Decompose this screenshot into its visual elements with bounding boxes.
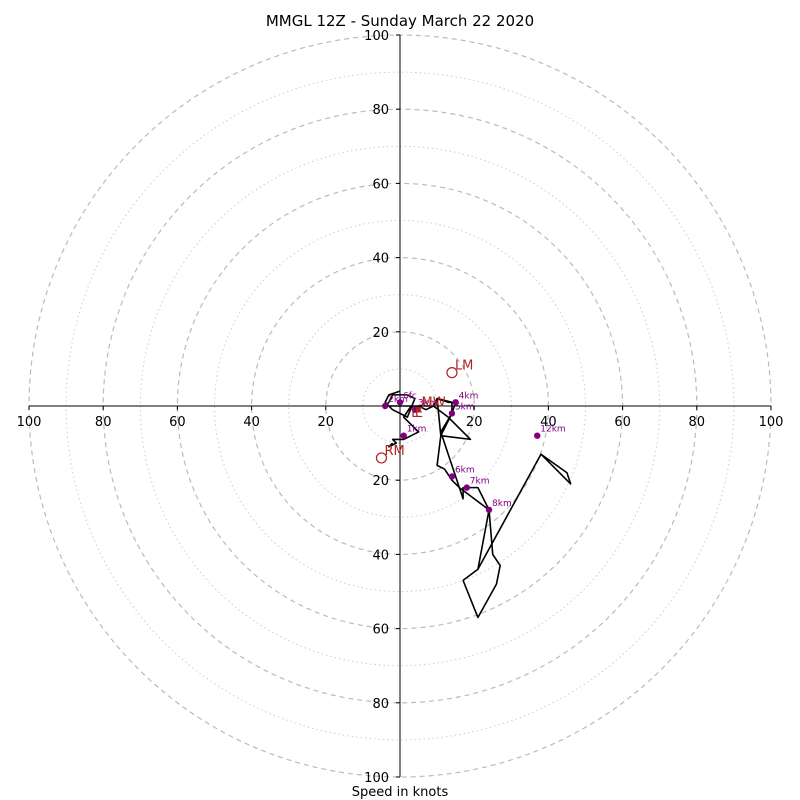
x-tick-label: 80 xyxy=(95,415,112,430)
y-tick-label: 40 xyxy=(372,252,389,267)
height-marker-label: 1km xyxy=(407,425,427,435)
x-tick-label: 100 xyxy=(17,415,42,430)
height-marker-label: 7km xyxy=(470,477,490,487)
motion-marker-point xyxy=(416,407,422,413)
x-tick-label: 100 xyxy=(759,415,784,430)
x-tick-label: 20 xyxy=(318,415,335,430)
x-tick-label: 60 xyxy=(614,415,631,430)
motion-marker-label: MW xyxy=(422,396,446,411)
extra-glyph: L xyxy=(411,406,419,421)
height-marker-point xyxy=(396,399,404,406)
height-marker-label: 12km xyxy=(540,425,565,435)
y-tick-label: 60 xyxy=(372,623,389,638)
tick-labels: 100 80 60 40 20 20 40 60 80 100 100 80 60 40 20 20 40 60 8… xyxy=(17,29,784,786)
height-marker-label: 4km xyxy=(459,391,479,401)
x-tick-label: 60 xyxy=(169,415,186,430)
x-tick-label: 40 xyxy=(540,415,557,430)
x-tick-label: 40 xyxy=(243,415,260,430)
height-marker-label: 2km xyxy=(388,395,408,405)
y-tick-label: 20 xyxy=(372,326,389,341)
height-marker-label: 8km xyxy=(492,499,512,509)
x-tick-label: 20 xyxy=(466,415,483,430)
motion-marker-label: LM xyxy=(455,359,473,374)
extra-glyph: E xyxy=(415,406,423,421)
height-marker-label: 5km xyxy=(455,402,475,412)
wind-trace-line xyxy=(384,390,572,619)
motion-marker-label: RM xyxy=(384,444,404,459)
height-marker-point xyxy=(463,484,470,491)
wind-trace xyxy=(384,390,572,619)
x-tick-label: 80 xyxy=(689,415,706,430)
y-tick-label: 80 xyxy=(372,697,389,712)
x-axis-label: Speed in knots xyxy=(352,785,449,800)
motion-marker-point xyxy=(375,452,388,464)
height-marker-point xyxy=(448,410,456,417)
height-marker-point xyxy=(452,399,459,406)
height-marker-point xyxy=(485,506,493,514)
height-marker-label: 6km xyxy=(455,465,475,475)
height-marker-point xyxy=(411,406,419,413)
height-marker-point xyxy=(534,432,541,439)
height-marker-label: 3km xyxy=(418,399,438,409)
height-marker-point xyxy=(381,402,389,410)
height-marker-point xyxy=(400,432,407,439)
storm-motion-markers: LM RM MW xyxy=(375,359,473,464)
y-tick-label: 40 xyxy=(372,548,389,563)
y-tick-label: 80 xyxy=(372,103,389,118)
height-marker-label: 6fc xyxy=(403,391,417,401)
y-tick-label: 100 xyxy=(364,771,389,786)
y-tick-label: 20 xyxy=(372,474,389,489)
y-tick-label: 60 xyxy=(372,177,389,192)
y-tick-label: 100 xyxy=(364,29,389,44)
chart-title: MMGL 12Z - Sunday March 22 2020 xyxy=(266,12,534,30)
extra-glyphs: LE xyxy=(411,406,423,421)
motion-marker-point xyxy=(446,367,458,379)
height-marker-point xyxy=(448,473,456,480)
